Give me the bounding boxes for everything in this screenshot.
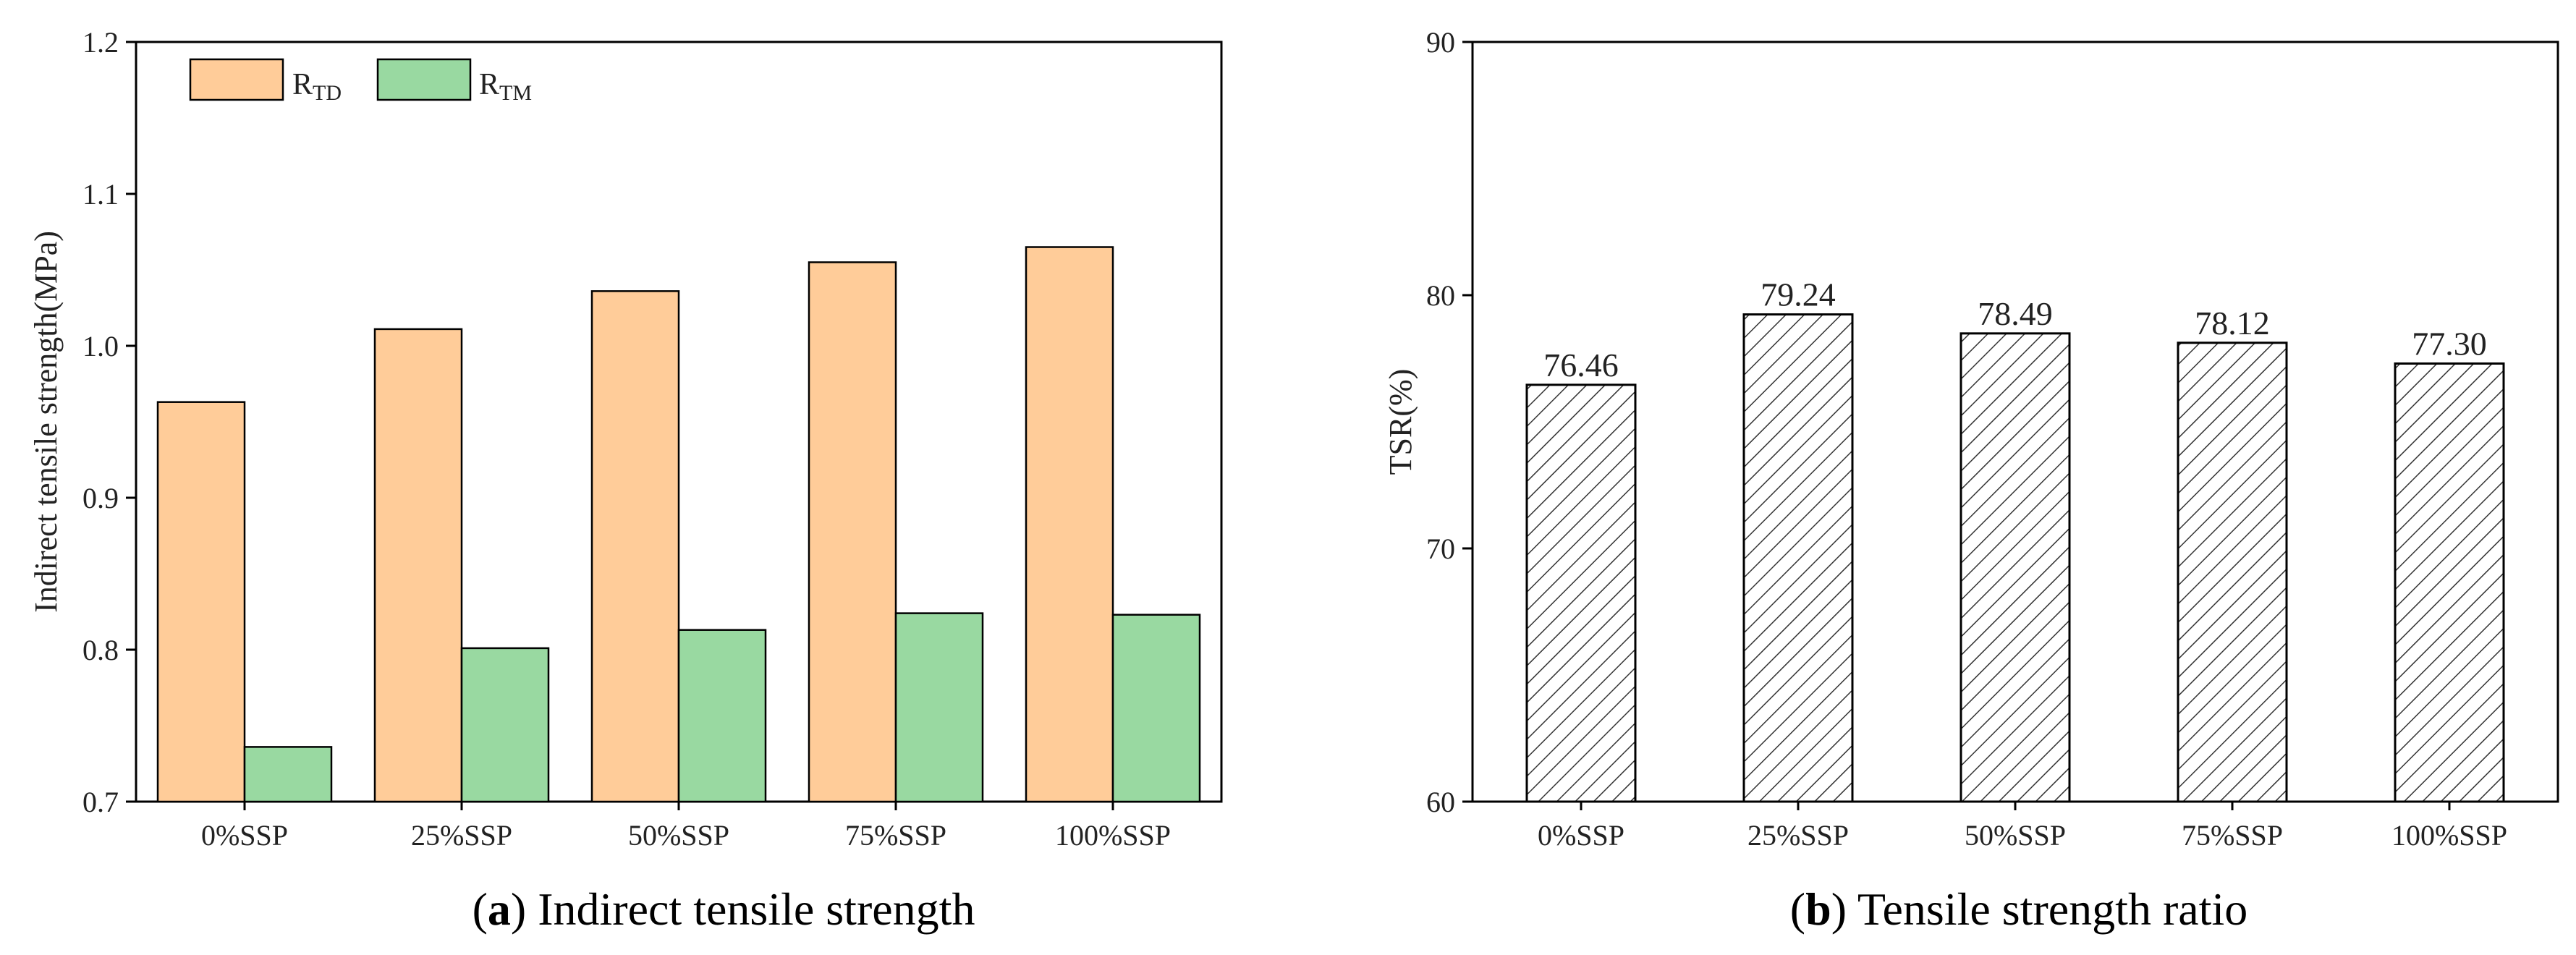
y-tick-label: 60 [1426, 786, 1455, 818]
bar-value-label: 78.12 [2195, 305, 2270, 341]
legend-label-rtd: RTD [292, 68, 342, 105]
chart-b-caption: (b) Tensile strength ratio [1790, 883, 2247, 935]
bar-tsr [1742, 313, 1854, 803]
x-tick-label: 100%SSP [2391, 819, 2507, 852]
bar-value-label: 76.46 [1543, 347, 1619, 383]
bar-rtm [1111, 614, 1201, 803]
chart-a-legend: RTD RTM [189, 58, 532, 105]
chart-a-bars [156, 246, 1201, 803]
y-tick-label: 1.1 [82, 178, 119, 211]
x-tick-label: 50%SSP [628, 819, 729, 852]
chart-a: 0.7 0.8 0.9 1.0 1.1 1.2 0%SSP 25%SSP 50%SSP 75%S… [28, 26, 1223, 935]
x-tick-label: 0%SSP [1538, 819, 1624, 852]
bar-rtm [894, 612, 984, 803]
y-tick-label: 1.2 [82, 26, 119, 59]
chart-a-y-axis: 0.7 0.8 0.9 1.0 1.1 1.2 [82, 26, 136, 818]
legend-swatch-rtm [376, 58, 472, 101]
bar-rtm [243, 746, 333, 803]
legend-swatch-rtd [189, 58, 284, 101]
x-tick-label: 0%SSP [201, 819, 288, 852]
x-tick-label: 100%SSP [1055, 819, 1171, 852]
bar-rtm [460, 647, 550, 803]
x-tick-label: 25%SSP [411, 819, 512, 852]
bar-value-label: 79.24 [1761, 276, 1836, 313]
chart-b-bars: 76.46 79.24 78.49 78.12 77.30 [1525, 276, 2505, 803]
chart-b-y-axis-label: TSR(%) [1383, 369, 1418, 475]
bar-rtd [373, 328, 463, 803]
chart-a-y-axis-label: Indirect tensile strength(MPa) [28, 231, 64, 613]
bar-rtm [677, 629, 767, 803]
bar-tsr [2394, 362, 2505, 803]
bar-tsr [2177, 341, 2288, 803]
y-tick-label: 0.9 [82, 482, 119, 514]
bar-rtd [156, 401, 246, 803]
y-tick-label: 0.7 [82, 786, 119, 818]
y-tick-label: 90 [1426, 26, 1455, 59]
legend-label-rtm: RTM [479, 68, 532, 105]
x-tick-label: 75%SSP [845, 819, 946, 852]
x-tick-label: 25%SSP [1747, 819, 1849, 852]
x-tick-label: 75%SSP [2182, 819, 2283, 852]
chart-a-x-axis: 0%SSP 25%SSP 50%SSP 75%SSP 100%SSP [201, 802, 1171, 852]
y-tick-label: 0.8 [82, 634, 119, 666]
chart-b-y-axis: 60 70 80 90 [1426, 26, 1473, 818]
bar-rtd [1025, 246, 1114, 803]
chart-a-caption: (a) Indirect tensile strength [473, 883, 975, 935]
bar-rtd [590, 290, 680, 803]
x-tick-label: 50%SSP [1965, 819, 2066, 852]
y-tick-label: 1.0 [82, 330, 119, 362]
bar-value-label: 78.49 [1978, 295, 2053, 332]
bar-tsr [1525, 383, 1637, 803]
y-tick-label: 80 [1426, 279, 1455, 312]
y-tick-label: 70 [1426, 532, 1455, 565]
bar-tsr [1959, 332, 2071, 803]
chart-b-x-axis: 0%SSP 25%SSP 50%SSP 75%SSP 100%SSP [1538, 802, 2507, 852]
bar-value-label: 77.30 [2412, 326, 2487, 362]
bar-rtd [808, 261, 897, 803]
